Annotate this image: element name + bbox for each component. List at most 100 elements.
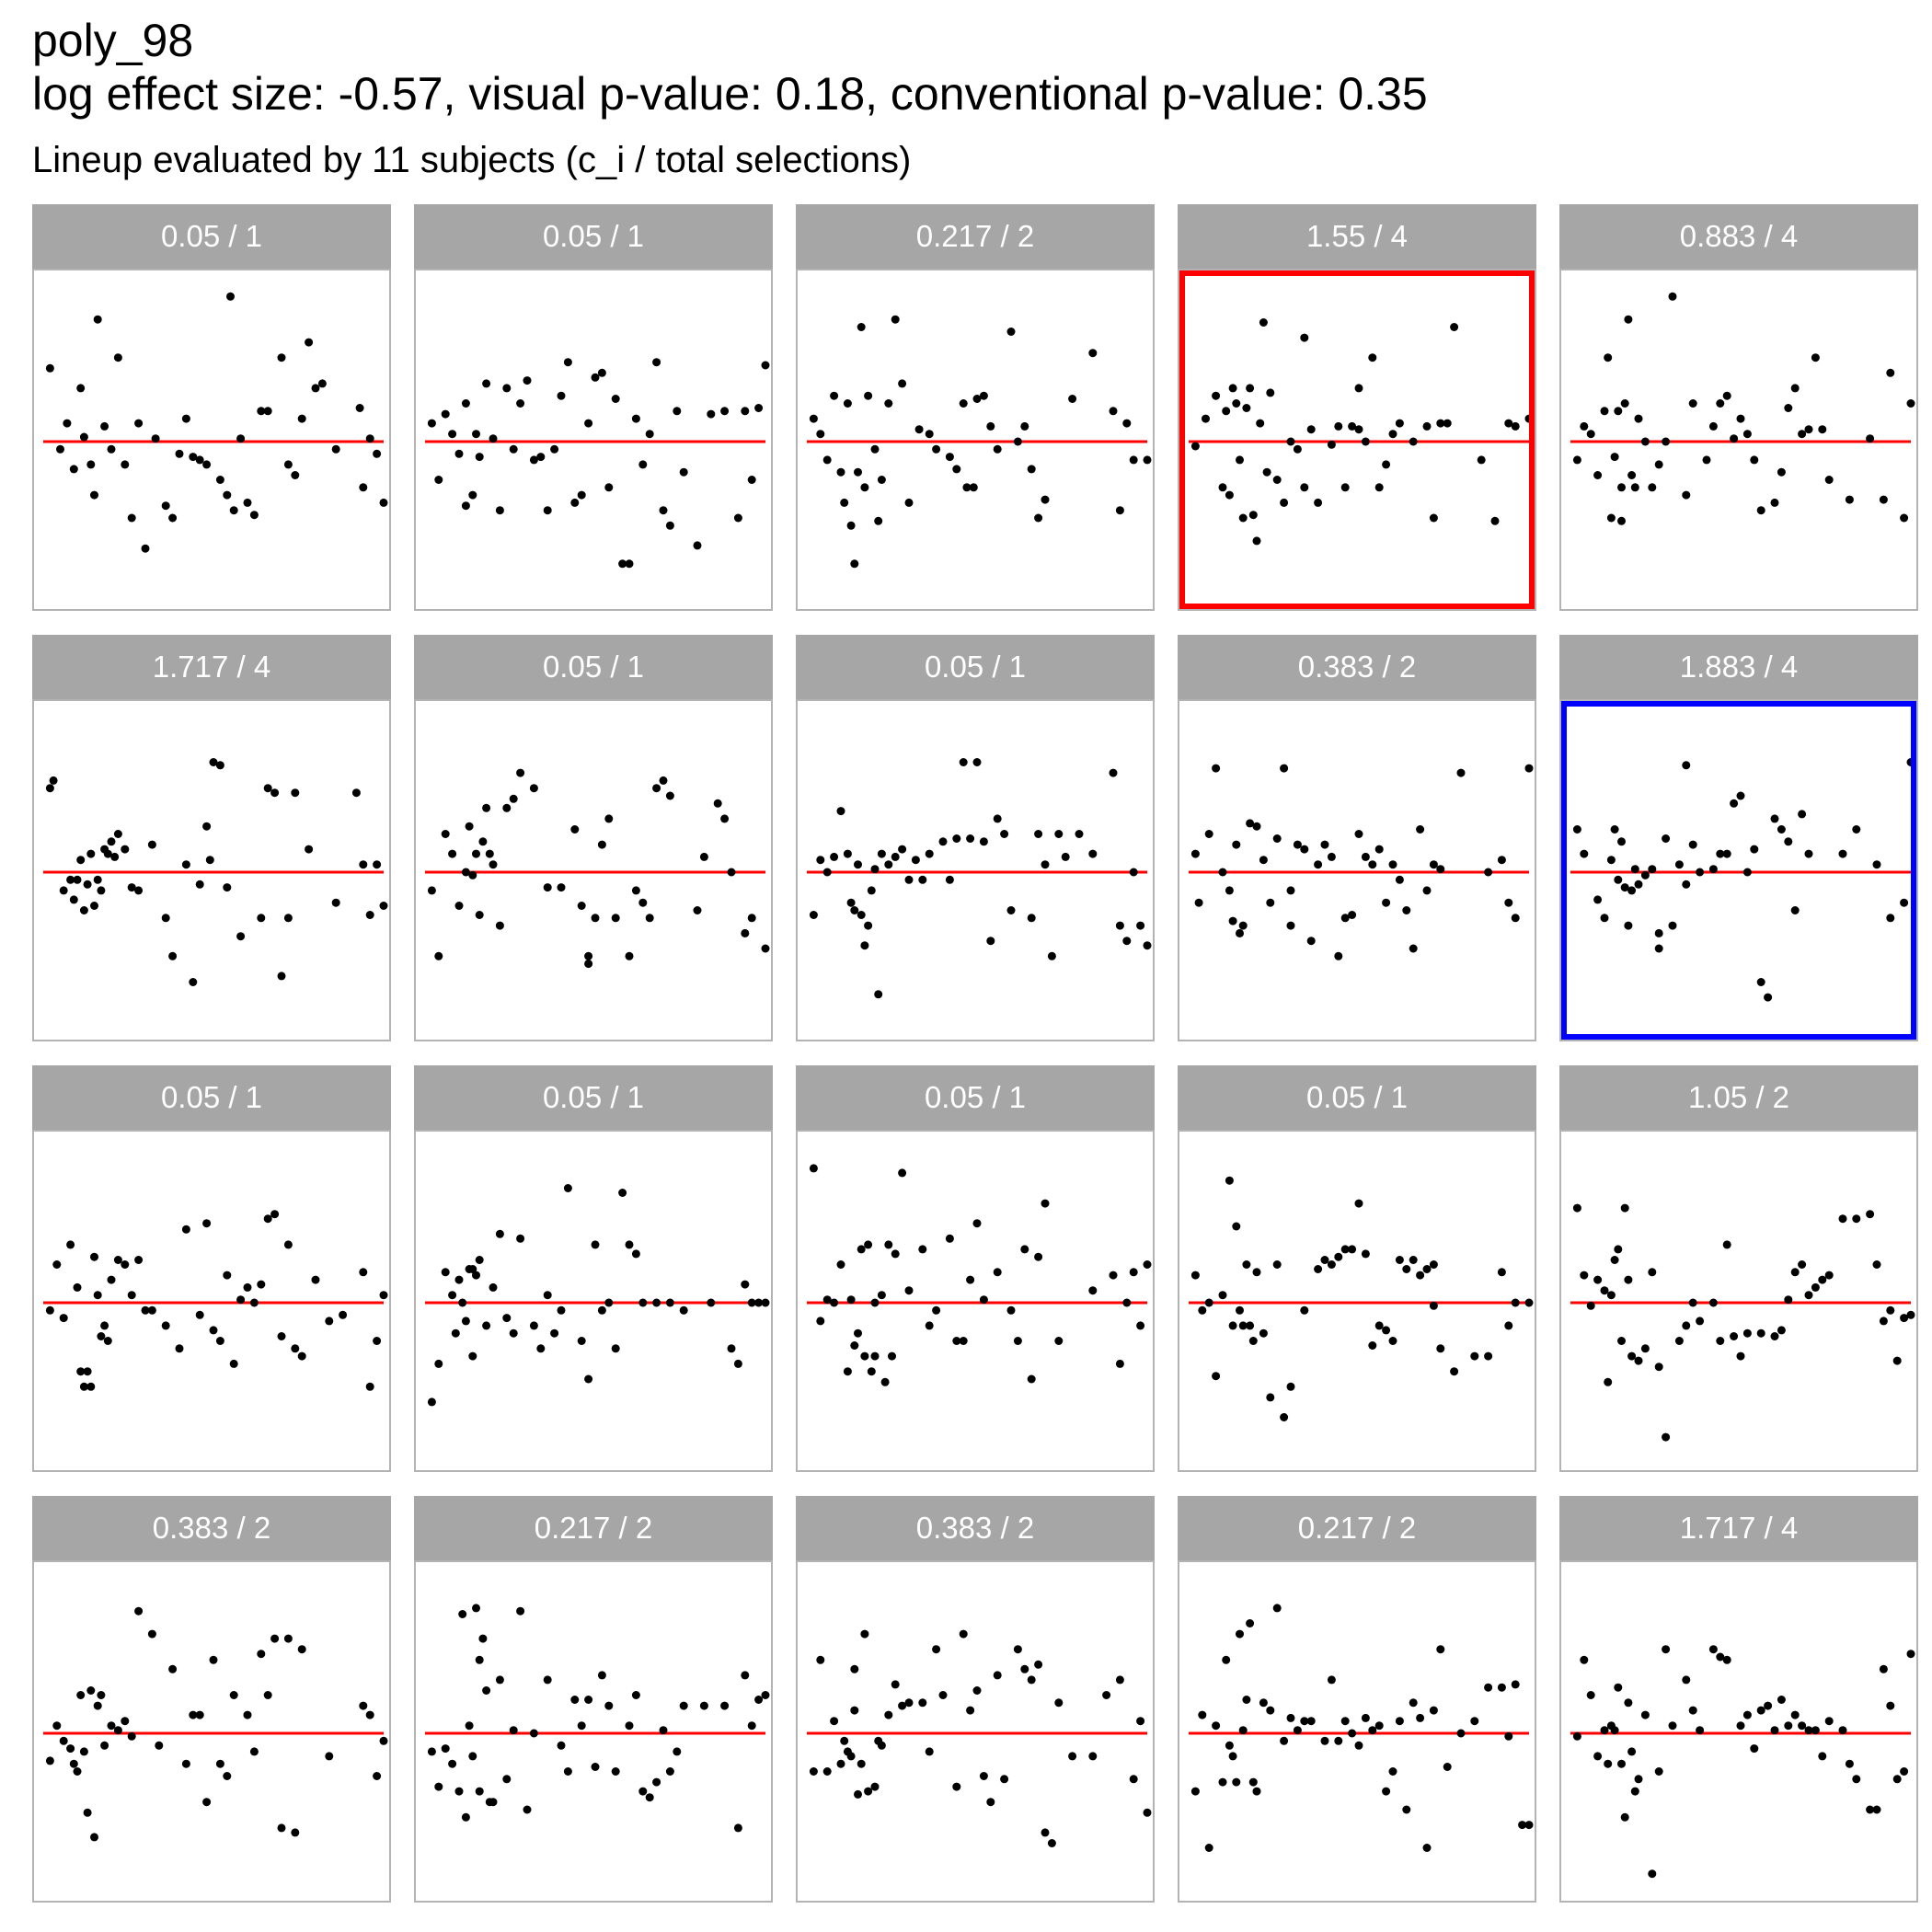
scatter-point [563,358,572,367]
scatter-point [874,990,883,999]
scatter-point [441,409,450,419]
scatter-point [107,837,116,846]
scatter-point [1606,1291,1616,1300]
lineup-panel[interactable]: 0.883 / 4 [1559,204,1918,611]
lineup-panel[interactable]: 0.05 / 1 [796,635,1155,1041]
scatter-point [918,875,927,884]
lineup-panel[interactable]: 0.05 / 1 [32,1065,391,1472]
scatter-point [529,455,538,465]
scatter-point [972,1219,982,1228]
scatter-point [1204,1844,1213,1852]
lineup-panel[interactable]: 0.05 / 1 [414,635,773,1041]
scatter-point [1013,1337,1022,1345]
scatter-point [523,1805,532,1814]
lineup-panel[interactable]: 0.383 / 2 [32,1496,391,1903]
scatter-point [822,1767,832,1776]
lineup-panel[interactable]: 0.217 / 2 [1178,1496,1536,1903]
scatter-point [1348,1245,1357,1254]
scatter-point [86,849,96,858]
scatter-point [1484,1351,1493,1361]
scatter-point [229,1359,238,1368]
scatter-point [1259,1328,1268,1338]
scatter-point [1190,849,1200,858]
scatter-point [631,886,640,895]
scatter-point [1630,1787,1639,1796]
scatter-point [577,1721,586,1731]
panel-scatter [1570,1203,1915,1442]
scatter-point [66,1240,75,1249]
scatter-point [1742,430,1752,439]
scatter-point [1770,498,1779,507]
scatter-point [461,501,470,511]
lineup-panel[interactable]: 0.217 / 2 [414,1496,773,1903]
scatter-point [591,914,600,923]
scatter-point [727,868,736,877]
scatter-point [454,902,464,910]
scatter-point [90,1252,98,1261]
scatter-point [1627,886,1637,895]
scatter-point [311,1275,320,1284]
scatter-point [1648,1268,1657,1277]
lineup-panel[interactable]: 0.05 / 1 [414,204,773,611]
scatter-point [291,1828,300,1837]
scatter-point [699,852,708,861]
panel-plot-area [32,1130,391,1472]
lineup-panel[interactable]: 1.717 / 4 [1559,1496,1918,1903]
scatter-point [638,460,648,469]
scatter-point [1300,1305,1309,1315]
lineup-panel[interactable]: 0.05 / 1 [414,1065,773,1472]
scatter-point [451,1328,460,1338]
lineup-panel[interactable]: 0.05 / 1 [32,204,391,611]
scatter-point [645,914,654,923]
scatter-point [66,1744,75,1754]
lineup-panel[interactable]: 0.05 / 1 [1178,1065,1536,1472]
scatter-point [379,498,388,507]
scatter-point [741,928,750,937]
scatter-point [1262,467,1271,477]
scatter-point [1818,1275,1827,1284]
scatter-point [472,849,480,858]
lineup-panel[interactable]: 0.383 / 2 [1178,635,1536,1041]
scatter-point [1006,1305,1016,1315]
scatter-point [482,379,491,388]
scatter-point [1143,455,1152,465]
lineup-panel[interactable]: 0.217 / 2 [796,204,1155,611]
scatter-point [652,784,661,793]
scatter-point [884,399,893,408]
lineup-panel[interactable]: 1.883 / 4 [1559,635,1918,1041]
lineup-panel[interactable]: 0.383 / 2 [796,1496,1155,1903]
scatter-point [1580,1655,1589,1664]
scatter-point [134,419,144,428]
scatter-point [1838,1214,1847,1224]
scatter-point [631,1691,640,1699]
scatter-point [236,1295,246,1305]
scatter-point [1374,845,1384,854]
scatter-point [339,1310,348,1319]
scatter-point [76,1691,86,1699]
lineup-panel[interactable]: 1.05 / 2 [1559,1065,1918,1472]
scatter-point [618,1189,627,1197]
scatter-point [1246,1321,1255,1330]
lineup-panel[interactable]: 1.717 / 4 [32,635,391,1041]
scatter-point [993,444,1002,454]
scatter-point [604,814,614,823]
scatter-point [1259,318,1268,327]
scatter-point [189,978,198,986]
lineup-panel[interactable]: 0.05 / 1 [796,1065,1155,1472]
scatter-point [816,856,825,865]
scatter-point [1824,476,1834,484]
scatter-point [1034,1660,1043,1669]
scatter-point [563,1767,572,1776]
scatter-point [1600,407,1609,416]
scatter-point [1716,399,1725,408]
scatter-point [468,870,477,880]
scatter-point [529,1321,538,1330]
scatter-point [1593,471,1603,479]
lineup-panel[interactable]: 1.55 / 4 [1178,204,1536,611]
scatter-point [1682,490,1691,500]
scatter-point [1198,1305,1207,1315]
scatter-point [1136,921,1145,930]
scatter-point [877,849,886,858]
scatter-point [1402,1265,1411,1273]
scatter-point [1572,825,1581,834]
